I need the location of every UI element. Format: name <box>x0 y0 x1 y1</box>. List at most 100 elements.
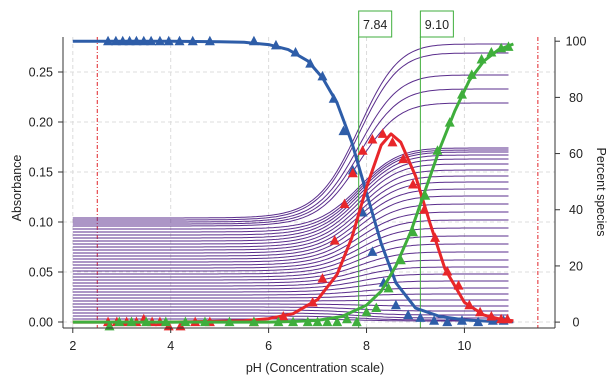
species-marker <box>486 46 497 57</box>
species-curve <box>72 132 514 324</box>
species-marker <box>248 35 259 46</box>
y-tick-label: 0.05 <box>29 266 53 280</box>
absorbance-curve <box>72 74 509 223</box>
x-tick-label: 4 <box>167 339 174 353</box>
y-tick-label: 0.20 <box>29 116 53 130</box>
y2-tick-label: 60 <box>569 147 583 161</box>
species-marker <box>154 35 165 46</box>
species-marker <box>476 53 487 64</box>
species-marker <box>415 312 426 322</box>
species-marker <box>347 167 358 178</box>
species-marker <box>160 316 171 327</box>
species-marker <box>174 35 185 46</box>
absorbance-curve <box>72 163 509 245</box>
absorbance-curve <box>72 52 509 221</box>
species-marker <box>322 316 333 327</box>
absorbance-curve <box>72 287 509 296</box>
species-marker <box>317 273 328 283</box>
species-marker <box>466 69 477 79</box>
y2-tick-label: 20 <box>569 259 583 273</box>
absorbance-curve <box>72 43 509 219</box>
species-marker <box>473 316 484 327</box>
absorbance-curve <box>72 273 509 290</box>
species-marker <box>138 35 149 46</box>
x-tick-label: 10 <box>457 339 471 353</box>
y-tick-label: 0.15 <box>29 166 53 180</box>
x-axis-label: pH (Concentration scale) <box>246 361 384 375</box>
species-marker <box>187 35 198 46</box>
absorbance-curves <box>72 43 509 322</box>
species-marker <box>338 125 349 136</box>
species-marker <box>103 35 114 46</box>
species-marker <box>180 316 191 327</box>
species-marker <box>361 306 372 317</box>
species-marker <box>496 313 507 324</box>
species-marker <box>328 93 339 103</box>
species-marker <box>367 246 378 256</box>
species-marker <box>432 145 443 155</box>
absorbance-curve <box>72 147 509 230</box>
species-marker <box>464 299 475 310</box>
species-marker <box>442 316 453 327</box>
axes: 2 4 6 8 10 0.00 0.05 0.10 0.15 0.20 0.25 0 20 40 60 80 1… <box>29 35 587 353</box>
y2-axis-label: Percent species <box>594 148 608 237</box>
pka-label: 7.84 <box>363 18 387 32</box>
absorbance-curve <box>72 219 509 269</box>
pka-markers: 7.84 9.10 <box>358 10 454 328</box>
x-tick-label: 6 <box>265 339 272 353</box>
species-marker <box>199 316 210 327</box>
species-curves <box>72 35 514 331</box>
species-marker <box>387 136 398 147</box>
species-marker <box>114 316 125 327</box>
species-marker <box>429 315 440 325</box>
y-tick-label: 0.10 <box>29 216 53 230</box>
species-marker <box>453 280 464 290</box>
species-marker <box>357 145 368 155</box>
species-marker <box>383 282 394 293</box>
species-marker <box>403 309 414 320</box>
species-marker <box>110 35 121 46</box>
species-marker <box>351 316 362 327</box>
species-marker <box>126 316 137 327</box>
species-marker <box>305 58 316 68</box>
species-marker <box>486 310 497 321</box>
species-marker <box>124 35 135 46</box>
absorbance-curve <box>72 303 509 307</box>
absorbance-curve <box>72 102 509 227</box>
species-marker <box>163 35 174 46</box>
limit-lines <box>96 37 539 328</box>
species-marker <box>398 153 409 164</box>
species-marker <box>395 254 406 265</box>
absorbance-curve <box>72 195 509 260</box>
species-marker <box>456 89 467 99</box>
absorbance-curve <box>72 211 509 266</box>
species-marker <box>339 198 350 209</box>
species-marker <box>367 134 378 144</box>
species-marker <box>312 316 323 327</box>
pka-label-box <box>358 10 393 38</box>
y-tick-label: 0.25 <box>29 66 53 80</box>
species-marker <box>248 316 259 327</box>
species-marker <box>131 35 142 46</box>
absorbance-curve <box>72 88 509 225</box>
y-axis-label: Absorbance <box>10 155 24 222</box>
x-tick-label: 2 <box>69 339 76 353</box>
species-marker <box>430 232 441 242</box>
y2-tick-label: 80 <box>569 91 583 105</box>
species-marker <box>117 35 128 46</box>
absorbance-curve <box>72 293 509 299</box>
species-marker <box>496 42 507 53</box>
species-marker <box>329 235 340 245</box>
species-marker <box>270 39 281 50</box>
species-marker <box>290 46 301 57</box>
species-marker <box>141 316 152 327</box>
species-marker <box>475 306 486 317</box>
absorbance-curve <box>72 203 509 263</box>
species-marker <box>502 313 513 324</box>
species-marker <box>444 117 455 127</box>
absorbance-curve <box>72 306 509 312</box>
absorbance-curve <box>72 175 509 251</box>
pka-label-box <box>419 10 454 38</box>
species-marker <box>377 128 388 138</box>
